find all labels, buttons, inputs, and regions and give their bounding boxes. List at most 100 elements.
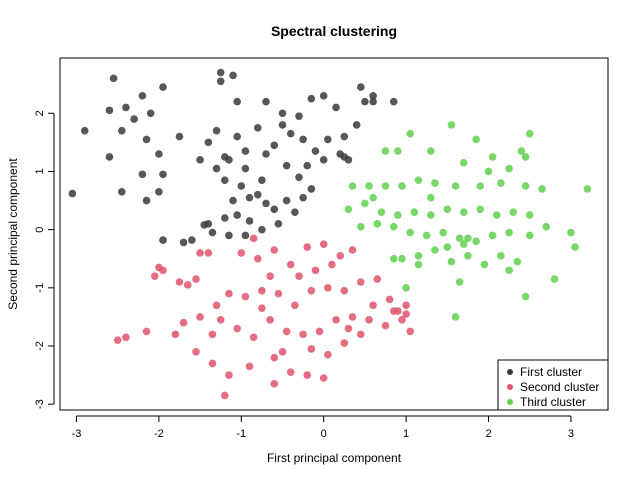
data-point bbox=[324, 135, 332, 144]
legend-label: Third cluster bbox=[520, 395, 586, 409]
data-point bbox=[394, 147, 402, 155]
data-point bbox=[221, 176, 229, 184]
data-point bbox=[336, 150, 344, 158]
data-point bbox=[299, 330, 307, 339]
data-point bbox=[394, 211, 402, 219]
data-point bbox=[241, 147, 250, 155]
data-point bbox=[451, 313, 460, 321]
data-point bbox=[443, 243, 452, 251]
x-axis-title: First principal component bbox=[267, 451, 402, 465]
data-point bbox=[307, 185, 316, 193]
data-point bbox=[237, 182, 246, 190]
data-point bbox=[229, 71, 237, 80]
data-point bbox=[274, 289, 283, 298]
data-point bbox=[352, 121, 361, 129]
data-point bbox=[356, 330, 365, 339]
data-point bbox=[427, 147, 435, 155]
data-point bbox=[270, 246, 279, 254]
legend-marker bbox=[507, 399, 513, 405]
data-point bbox=[105, 106, 114, 115]
data-point bbox=[517, 147, 526, 155]
data-point bbox=[521, 153, 530, 161]
data-point bbox=[344, 156, 353, 164]
data-point bbox=[142, 135, 151, 144]
data-point bbox=[402, 301, 410, 310]
data-point bbox=[295, 112, 303, 120]
data-point bbox=[262, 97, 270, 106]
data-point bbox=[402, 284, 410, 292]
data-point bbox=[245, 193, 254, 202]
data-point bbox=[192, 348, 200, 356]
data-point bbox=[311, 147, 320, 155]
data-point bbox=[196, 313, 204, 321]
data-point bbox=[150, 272, 159, 280]
data-point bbox=[159, 83, 167, 91]
data-point bbox=[381, 147, 390, 155]
data-point bbox=[332, 103, 340, 112]
data-point bbox=[204, 249, 213, 257]
data-point bbox=[476, 205, 485, 214]
data-point bbox=[484, 167, 493, 176]
data-point bbox=[389, 254, 398, 263]
data-point bbox=[476, 182, 485, 190]
data-point bbox=[381, 182, 390, 190]
data-point bbox=[365, 182, 373, 190]
data-point bbox=[505, 266, 513, 275]
data-point bbox=[270, 205, 279, 214]
data-point bbox=[402, 310, 410, 318]
data-point bbox=[208, 228, 217, 237]
data-point bbox=[118, 188, 126, 196]
data-point bbox=[505, 228, 513, 237]
data-point bbox=[505, 164, 513, 173]
data-point bbox=[340, 286, 349, 295]
data-point bbox=[571, 243, 579, 251]
y-axis: -3 -2 -1 0 1 2 bbox=[34, 110, 55, 409]
x-tick-label: 1 bbox=[403, 428, 409, 440]
data-point bbox=[258, 304, 266, 312]
data-point bbox=[142, 196, 151, 205]
data-point bbox=[431, 179, 439, 187]
data-point bbox=[451, 182, 460, 190]
data-points bbox=[68, 68, 592, 400]
data-point bbox=[542, 222, 550, 231]
data-point bbox=[233, 97, 241, 106]
data-point bbox=[356, 222, 365, 231]
data-point bbox=[398, 254, 406, 263]
data-point bbox=[348, 246, 357, 254]
y-tick-label: 1 bbox=[34, 168, 46, 174]
data-point bbox=[509, 208, 518, 216]
legend-marker bbox=[507, 384, 513, 390]
data-point bbox=[212, 164, 221, 173]
data-point bbox=[216, 68, 225, 77]
data-point bbox=[80, 126, 89, 135]
data-point bbox=[319, 240, 328, 248]
data-point bbox=[377, 208, 386, 216]
data-point bbox=[291, 208, 299, 216]
y-tick-label: -2 bbox=[34, 341, 46, 351]
data-point bbox=[488, 231, 497, 240]
data-point bbox=[410, 208, 419, 216]
data-point bbox=[241, 231, 250, 240]
data-point bbox=[381, 321, 390, 330]
data-point bbox=[319, 374, 328, 382]
data-point bbox=[324, 350, 332, 359]
data-point bbox=[286, 368, 295, 376]
data-point bbox=[241, 164, 250, 173]
data-point bbox=[369, 301, 377, 310]
data-point bbox=[245, 217, 254, 225]
data-point bbox=[249, 333, 258, 342]
data-point bbox=[447, 257, 456, 266]
data-point bbox=[455, 278, 464, 286]
data-point bbox=[447, 121, 456, 129]
x-tick-label: -1 bbox=[236, 428, 246, 440]
data-point bbox=[472, 237, 480, 246]
data-point bbox=[175, 278, 184, 286]
data-point bbox=[221, 391, 229, 400]
data-point bbox=[233, 211, 241, 219]
data-point bbox=[159, 236, 167, 244]
data-point bbox=[336, 252, 344, 260]
data-point bbox=[567, 228, 575, 237]
data-point bbox=[315, 327, 324, 336]
